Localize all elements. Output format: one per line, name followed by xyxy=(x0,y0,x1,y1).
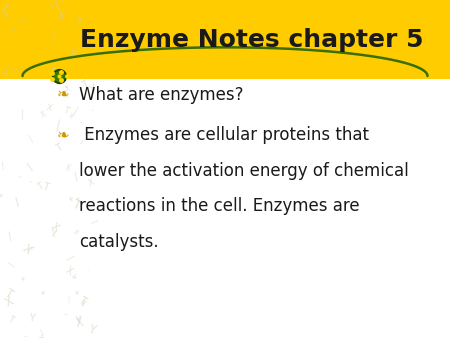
Text: +: + xyxy=(37,287,47,298)
Text: -: - xyxy=(19,330,28,338)
Text: T: T xyxy=(81,78,91,90)
Text: /: / xyxy=(64,253,74,263)
Text: |: | xyxy=(38,328,45,336)
Text: -: - xyxy=(59,80,71,95)
Text: Y: Y xyxy=(79,299,86,310)
Text: X: X xyxy=(46,103,53,114)
Text: +: + xyxy=(69,47,79,59)
Text: +: + xyxy=(0,191,5,201)
Text: Y: Y xyxy=(75,315,82,326)
Text: \: \ xyxy=(52,0,61,12)
Text: T: T xyxy=(59,0,67,5)
Text: T: T xyxy=(0,1,11,15)
Text: -: - xyxy=(85,266,91,273)
Text: X: X xyxy=(75,316,85,330)
Text: T: T xyxy=(3,287,15,301)
Text: X: X xyxy=(64,163,71,173)
Text: /: / xyxy=(89,217,98,227)
Text: \: \ xyxy=(7,260,16,270)
Text: +: + xyxy=(50,64,55,73)
Text: X: X xyxy=(20,242,34,257)
Text: +: + xyxy=(37,332,45,338)
Text: X: X xyxy=(73,228,80,236)
Text: +: + xyxy=(67,193,76,203)
Text: Y: Y xyxy=(29,313,36,323)
Text: X: X xyxy=(88,178,96,188)
Text: -: - xyxy=(76,117,86,129)
Text: Y: Y xyxy=(3,69,13,80)
Text: \: \ xyxy=(19,15,28,25)
Text: T: T xyxy=(63,105,71,116)
Text: -: - xyxy=(16,171,23,183)
Text: +: + xyxy=(19,273,27,284)
Text: Enzyme Notes chapter 5: Enzyme Notes chapter 5 xyxy=(80,28,424,52)
Text: \: \ xyxy=(5,62,16,74)
Text: /: / xyxy=(26,244,35,254)
Text: T: T xyxy=(54,142,65,154)
Text: /: / xyxy=(72,171,82,183)
Text: /: / xyxy=(50,32,56,41)
Text: |: | xyxy=(69,106,80,118)
Text: X: X xyxy=(63,266,74,277)
Text: X: X xyxy=(50,221,61,233)
Text: T: T xyxy=(7,315,16,325)
Text: T: T xyxy=(70,198,82,213)
Text: X: X xyxy=(1,10,11,21)
Text: X: X xyxy=(40,110,49,120)
Text: What are enzymes?: What are enzymes? xyxy=(79,86,243,104)
Text: T: T xyxy=(85,130,94,141)
Text: -: - xyxy=(62,310,68,320)
Text: catalysts.: catalysts. xyxy=(79,233,158,251)
Text: \: \ xyxy=(13,197,21,208)
Text: X: X xyxy=(3,295,15,310)
Text: T: T xyxy=(62,90,71,101)
Text: Y: Y xyxy=(88,83,99,95)
Text: Enzymes are cellular proteins that: Enzymes are cellular proteins that xyxy=(79,126,369,144)
Text: /: / xyxy=(79,138,85,145)
Text: |: | xyxy=(53,119,63,133)
Text: T: T xyxy=(76,197,85,207)
Text: ❧: ❧ xyxy=(57,128,69,143)
Text: lower the activation energy of chemical: lower the activation energy of chemical xyxy=(79,162,409,180)
Text: ❧: ❧ xyxy=(57,87,69,102)
Text: X: X xyxy=(67,113,74,120)
Text: +: + xyxy=(72,287,82,298)
Text: -: - xyxy=(61,131,68,142)
Text: Y: Y xyxy=(87,322,98,337)
Text: \: \ xyxy=(6,232,14,243)
Text: +: + xyxy=(68,270,78,282)
Text: -: - xyxy=(26,176,35,187)
Text: /: / xyxy=(18,110,27,121)
Text: X: X xyxy=(76,16,83,25)
Text: |: | xyxy=(66,296,70,303)
Text: -: - xyxy=(89,104,97,115)
Text: |: | xyxy=(0,160,6,170)
Text: -: - xyxy=(12,65,22,76)
Text: /: / xyxy=(50,228,58,238)
Text: T: T xyxy=(65,86,71,93)
Bar xyxy=(0,0,450,79)
Text: |: | xyxy=(27,132,35,143)
Text: T: T xyxy=(36,181,46,192)
Text: |: | xyxy=(49,225,57,237)
Text: \: \ xyxy=(26,162,34,173)
Text: /: / xyxy=(8,25,16,35)
Text: T: T xyxy=(76,294,88,309)
Text: -: - xyxy=(15,24,22,34)
Text: \: \ xyxy=(67,47,76,57)
Text: reactions in the cell. Enzymes are: reactions in the cell. Enzymes are xyxy=(79,197,360,215)
Text: T: T xyxy=(41,182,50,193)
Text: /: / xyxy=(48,0,57,10)
Text: X: X xyxy=(56,9,65,24)
